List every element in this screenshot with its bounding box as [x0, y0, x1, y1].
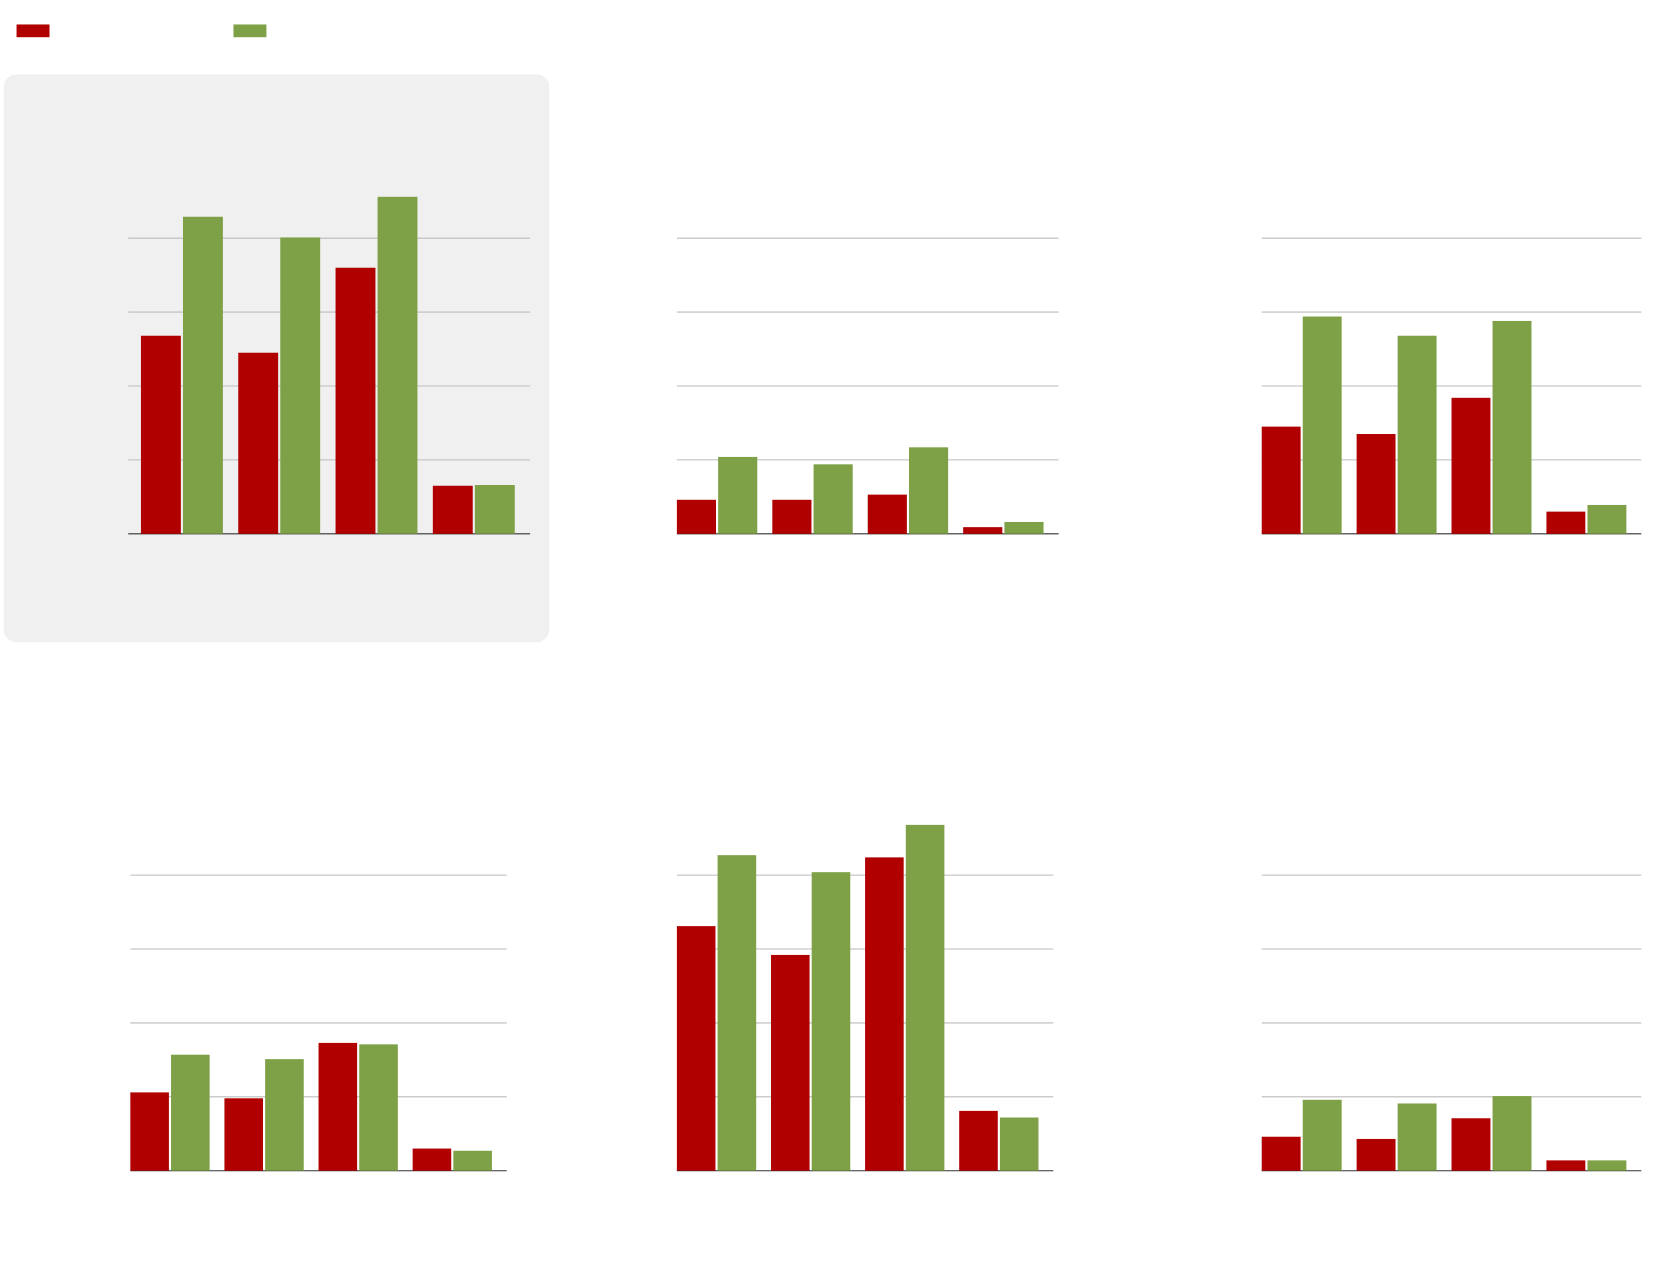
bar — [359, 1044, 398, 1171]
legend-swatch — [16, 24, 50, 38]
bar — [865, 857, 904, 1171]
bar — [432, 485, 473, 534]
bar — [909, 447, 949, 534]
bar — [770, 954, 810, 1171]
bar — [1546, 511, 1586, 534]
bar — [171, 1054, 210, 1171]
bar — [717, 855, 757, 1171]
bar — [1546, 1160, 1586, 1171]
bar — [959, 1110, 998, 1171]
bar — [1587, 504, 1627, 534]
bar — [999, 1117, 1039, 1171]
bar — [1261, 426, 1301, 534]
bar — [1302, 316, 1342, 534]
bar — [1356, 1138, 1396, 1171]
bar — [265, 1059, 304, 1171]
bar — [1451, 1118, 1491, 1171]
legend-swatch — [233, 24, 267, 38]
bar — [905, 824, 945, 1171]
bar — [140, 335, 181, 534]
bar — [772, 499, 812, 534]
bar — [963, 527, 1003, 534]
bar — [718, 456, 758, 534]
bar — [280, 237, 321, 534]
bar — [867, 494, 907, 534]
bar — [1261, 1136, 1301, 1171]
bar — [238, 352, 279, 534]
bar — [1397, 1103, 1437, 1171]
bar — [1004, 521, 1044, 534]
bar — [130, 1092, 169, 1171]
bar — [412, 1148, 452, 1171]
bar — [474, 485, 515, 534]
bar — [813, 464, 853, 534]
bar — [453, 1150, 492, 1171]
bar — [1492, 1096, 1532, 1171]
bar — [1587, 1160, 1627, 1171]
bar — [224, 1098, 264, 1171]
bar — [335, 267, 376, 534]
bar — [1397, 335, 1437, 534]
bar — [1356, 434, 1396, 534]
bar — [811, 872, 851, 1171]
bar — [676, 499, 717, 534]
bar — [182, 216, 223, 534]
bar — [676, 926, 716, 1171]
bar — [1492, 320, 1532, 534]
bar — [318, 1042, 358, 1171]
bar — [1451, 397, 1491, 534]
bar — [1302, 1099, 1342, 1171]
bar — [377, 196, 418, 534]
